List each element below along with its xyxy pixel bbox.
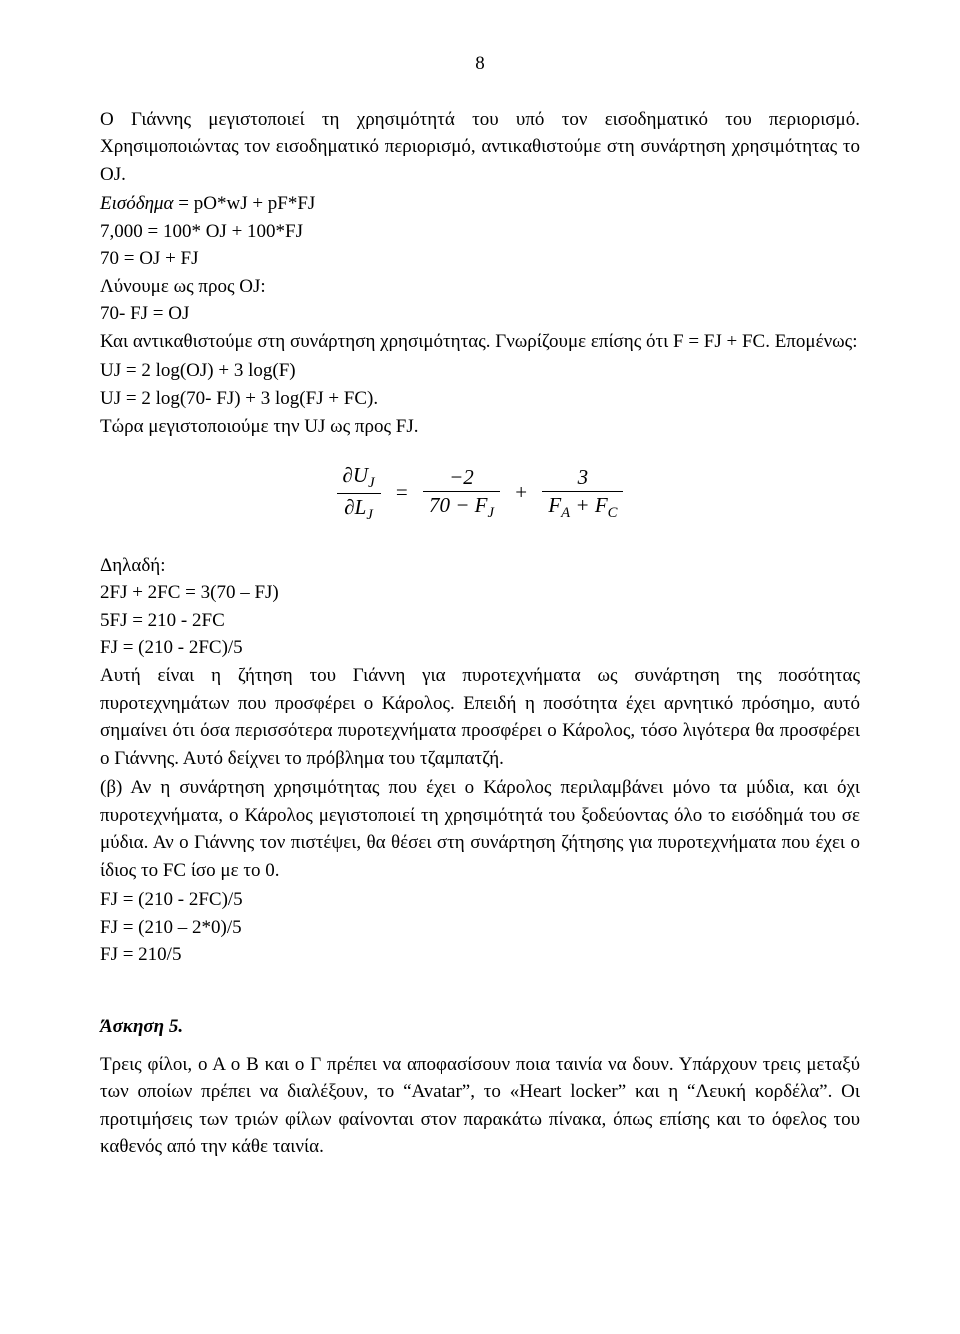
text-line: Δηλαδή: — [100, 552, 860, 580]
text-line: Λύνουμε ως προς OJ: — [100, 273, 860, 301]
equation-line: 7,000 = 100* OJ + 100*FJ — [100, 218, 860, 246]
fraction: 3 FA + FC — [542, 466, 623, 521]
paragraph: Τώρα μεγιστοποιούμε την UJ ως προς FJ. — [100, 413, 860, 441]
numerator: −2 — [423, 466, 500, 492]
equation-line: 5FJ = 210 - 2FC — [100, 607, 860, 635]
paragraph: Ο Γιάννης μεγιστοποιεί τη χρησιμότητά το… — [100, 106, 860, 189]
equation-line: UJ = 2 log(70- FJ) + 3 log(FJ + FC). — [100, 385, 860, 413]
text-italic: Εισόδημα — [100, 193, 174, 214]
equation-line: 2FJ + 2FC = 3(70 – FJ) — [100, 579, 860, 607]
paragraph: Τρεις φίλοι, ο Α ο Β και ο Γ πρέπει να α… — [100, 1051, 860, 1161]
paragraph: Και αντικαθιστούμε στη συνάρτηση χρησιμό… — [100, 328, 860, 356]
paragraph: Αυτή είναι η ζήτηση του Γιάννη για πυροτ… — [100, 662, 860, 772]
equation-line: 70 = OJ + FJ — [100, 245, 860, 273]
fraction: ∂UJ ∂LJ — [337, 464, 381, 524]
document-page: 8 Ο Γιάννης μεγιστοποιεί τη χρησιμότητά … — [0, 0, 960, 1334]
denominator: 70 − FJ — [423, 492, 500, 521]
equation-line: 70- FJ = OJ — [100, 300, 860, 328]
denominator: FA + FC — [542, 492, 623, 521]
fraction: −2 70 − FJ — [423, 466, 500, 521]
denominator: ∂LJ — [337, 494, 381, 523]
exercise-heading: Άσκηση 5. — [100, 1013, 860, 1041]
equals-sign: = — [396, 480, 408, 504]
numerator: ∂UJ — [337, 464, 381, 494]
page-number: 8 — [100, 50, 860, 78]
equation-line: FJ = (210 – 2*0)/5 — [100, 914, 860, 942]
text: = pO*wJ + pF*FJ — [174, 193, 316, 214]
equation-line: FJ = (210 - 2FC)/5 — [100, 634, 860, 662]
equation-line: FJ = 210/5 — [100, 941, 860, 969]
equation-line: Εισόδημα = pO*wJ + pF*FJ — [100, 190, 860, 218]
numerator: 3 — [542, 466, 623, 492]
equation-line: UJ = 2 log(OJ) + 3 log(F) — [100, 357, 860, 385]
paragraph: (β) Αν η συνάρτηση χρησιμότητας που έχει… — [100, 774, 860, 884]
equation-line: FJ = (210 - 2FC)/5 — [100, 886, 860, 914]
display-equation: ∂UJ ∂LJ = −2 70 − FJ + 3 FA + FC — [100, 464, 860, 524]
spacer — [100, 1043, 860, 1051]
plus-sign: + — [515, 480, 527, 504]
